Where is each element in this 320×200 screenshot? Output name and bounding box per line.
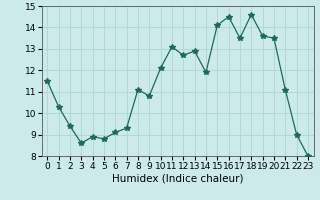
X-axis label: Humidex (Indice chaleur): Humidex (Indice chaleur) [112, 173, 243, 183]
